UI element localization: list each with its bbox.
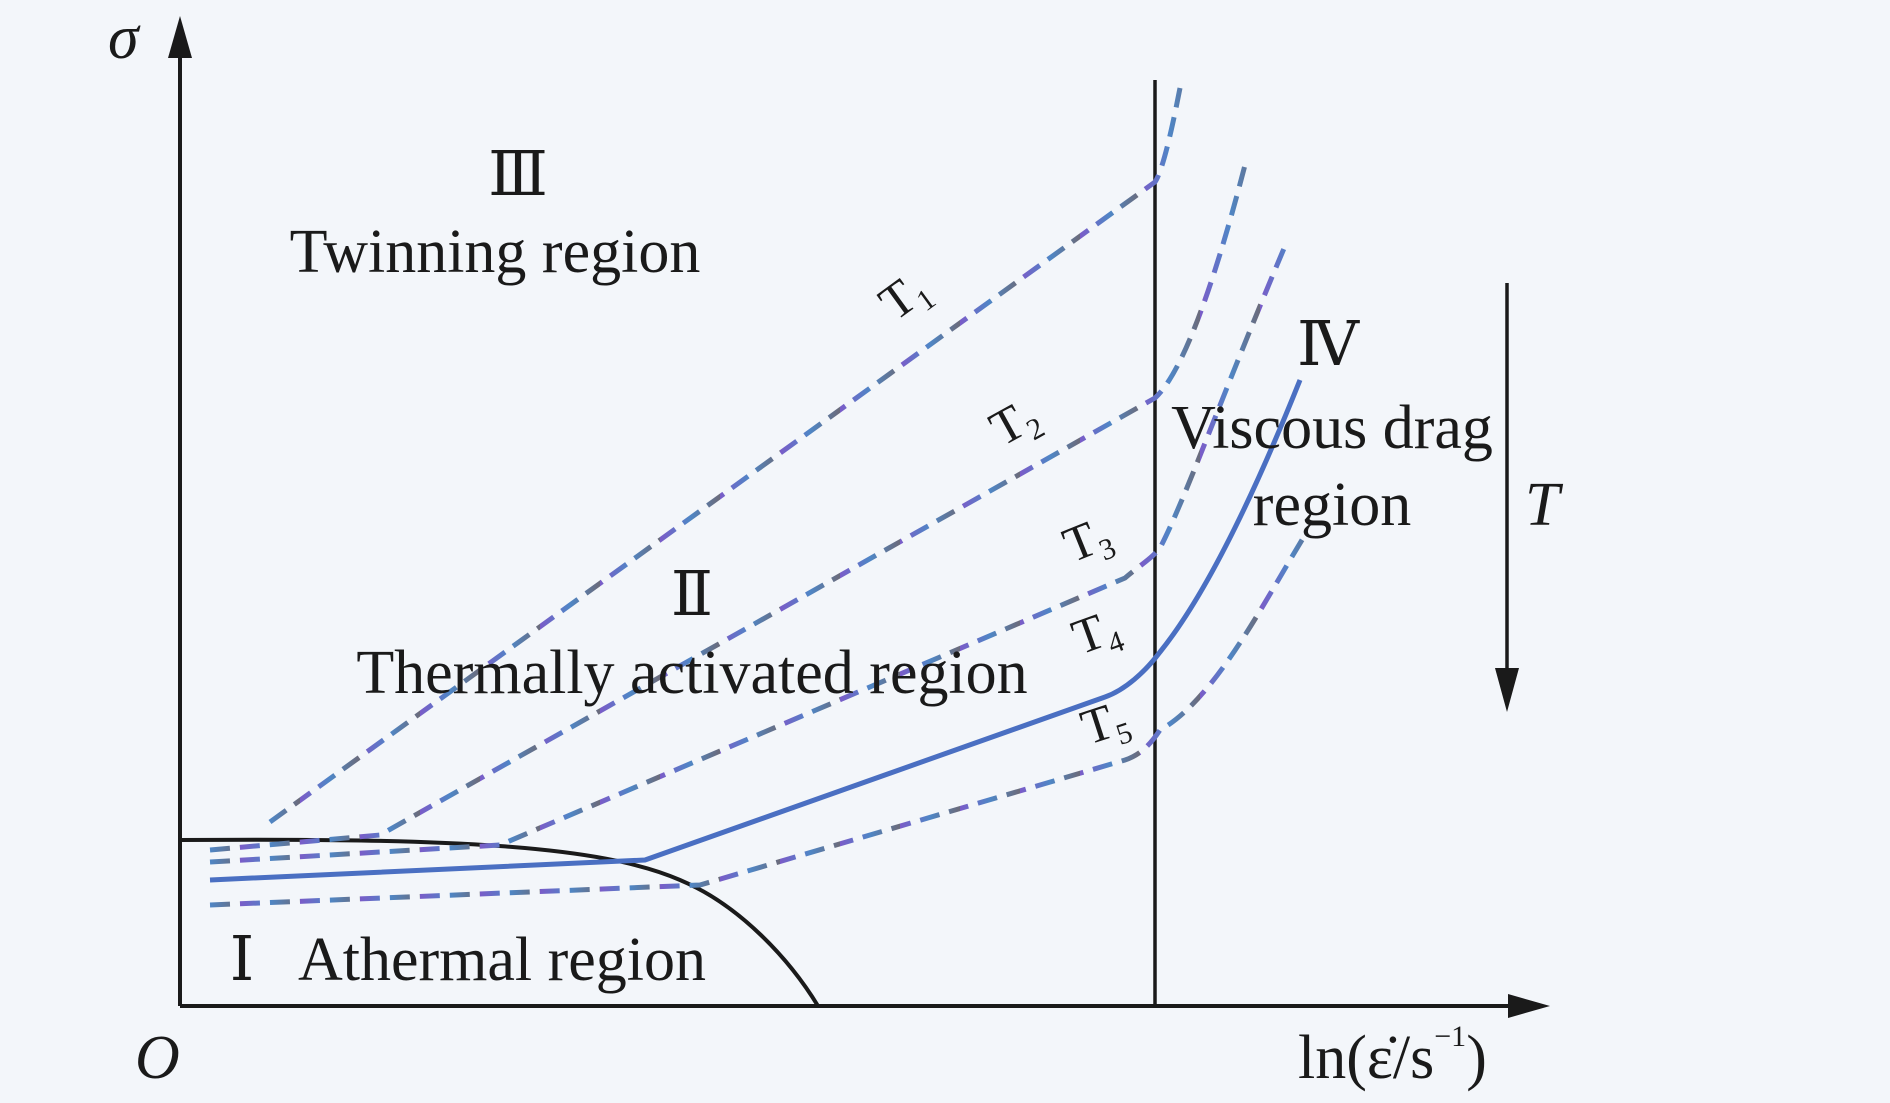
region-1-name: Athermal region bbox=[298, 926, 706, 994]
temperature-arrow-head bbox=[1495, 668, 1519, 712]
region-4-numeral: Ⅳ bbox=[1297, 311, 1360, 379]
origin-label: O bbox=[135, 1024, 180, 1092]
temperature-arrow-label: T bbox=[1525, 471, 1564, 539]
curve-t5 bbox=[209, 533, 1308, 908]
x-axis-label-main: ln(ε̇/s bbox=[1298, 1024, 1434, 1092]
curve-label-t3: T3 bbox=[1055, 504, 1120, 579]
region-3-numeral: Ⅲ bbox=[488, 141, 548, 209]
region-3-name: Twinning region bbox=[290, 218, 701, 286]
y-axis-label: σ bbox=[108, 4, 141, 72]
x-axis-label-exponent: −1 bbox=[1434, 1020, 1466, 1053]
region-2-name: Thermally activated region bbox=[356, 639, 1027, 707]
axes bbox=[168, 16, 1550, 1018]
x-axis-label-close: ) bbox=[1466, 1024, 1487, 1092]
curve-label-t2: T2 bbox=[980, 386, 1050, 462]
svg-text:T1: T1 bbox=[869, 259, 942, 336]
x-axis-label: ln(ε̇/s−1) bbox=[1298, 1020, 1487, 1092]
curve-label-t1: T1 bbox=[869, 259, 942, 336]
curve-label-t4: T4 bbox=[1065, 597, 1129, 671]
athermal-boundary-curve bbox=[179, 837, 820, 1008]
x-axis-arrowhead bbox=[1508, 994, 1550, 1018]
curve-t2 bbox=[209, 164, 1248, 853]
temperature-arrow: T bbox=[1495, 283, 1564, 712]
svg-text:T2: T2 bbox=[980, 386, 1050, 462]
region-1-numeral: Ⅰ bbox=[230, 926, 255, 994]
curve-t1 bbox=[268, 87, 1183, 825]
y-axis-arrowhead bbox=[168, 16, 192, 58]
curve-t3 bbox=[209, 245, 1288, 865]
svg-text:T3: T3 bbox=[1055, 504, 1120, 579]
region-4-name-line1: Viscous drag bbox=[1171, 394, 1493, 462]
region-4-name-line2: region bbox=[1253, 471, 1411, 539]
temperature-curves bbox=[209, 87, 1308, 908]
region-2-numeral: Ⅱ bbox=[671, 561, 713, 629]
curve-t4 bbox=[209, 379, 1303, 883]
svg-text:T4: T4 bbox=[1065, 597, 1129, 671]
